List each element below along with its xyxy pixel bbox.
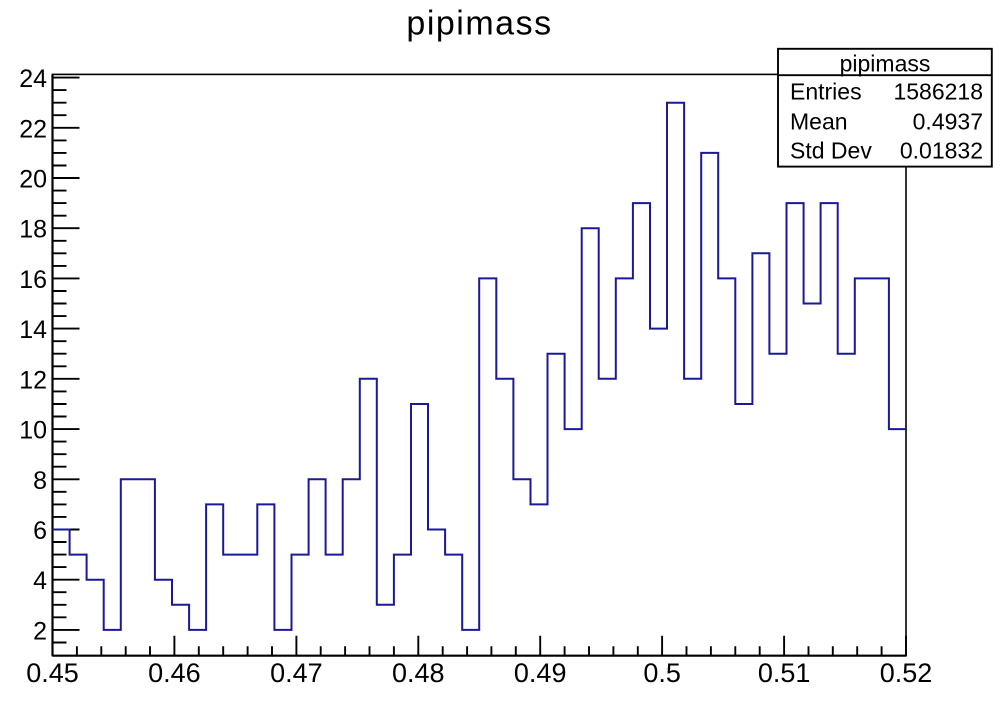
svg-text:16: 16 bbox=[19, 266, 47, 294]
svg-text:24: 24 bbox=[19, 65, 47, 93]
svg-text:6: 6 bbox=[33, 517, 47, 545]
svg-text:0.51: 0.51 bbox=[758, 658, 811, 688]
svg-text:8: 8 bbox=[33, 467, 47, 495]
svg-text:0.52: 0.52 bbox=[880, 658, 933, 688]
svg-text:0.46: 0.46 bbox=[148, 658, 201, 688]
svg-text:10: 10 bbox=[19, 417, 47, 445]
svg-text:1586218: 1586218 bbox=[893, 79, 983, 105]
svg-text:pipimass: pipimass bbox=[840, 51, 931, 77]
svg-text:0.49: 0.49 bbox=[514, 658, 567, 688]
svg-text:0.47: 0.47 bbox=[270, 658, 323, 688]
svg-text:18: 18 bbox=[19, 216, 47, 244]
svg-text:0.48: 0.48 bbox=[392, 658, 445, 688]
svg-text:0.4937: 0.4937 bbox=[913, 109, 983, 135]
svg-text:0.5: 0.5 bbox=[643, 658, 681, 688]
svg-text:20: 20 bbox=[19, 166, 47, 194]
svg-text:0.01832: 0.01832 bbox=[900, 138, 983, 164]
svg-text:Entries: Entries bbox=[790, 79, 862, 105]
svg-text:14: 14 bbox=[19, 316, 47, 344]
svg-text:22: 22 bbox=[19, 115, 47, 143]
svg-text:Std Dev: Std Dev bbox=[790, 138, 872, 164]
svg-text:0.45: 0.45 bbox=[26, 658, 79, 688]
svg-text:pipimass: pipimass bbox=[406, 5, 552, 43]
svg-text:2: 2 bbox=[33, 617, 47, 645]
svg-text:Mean: Mean bbox=[790, 109, 848, 135]
svg-text:4: 4 bbox=[33, 567, 47, 595]
svg-text:12: 12 bbox=[19, 366, 47, 394]
